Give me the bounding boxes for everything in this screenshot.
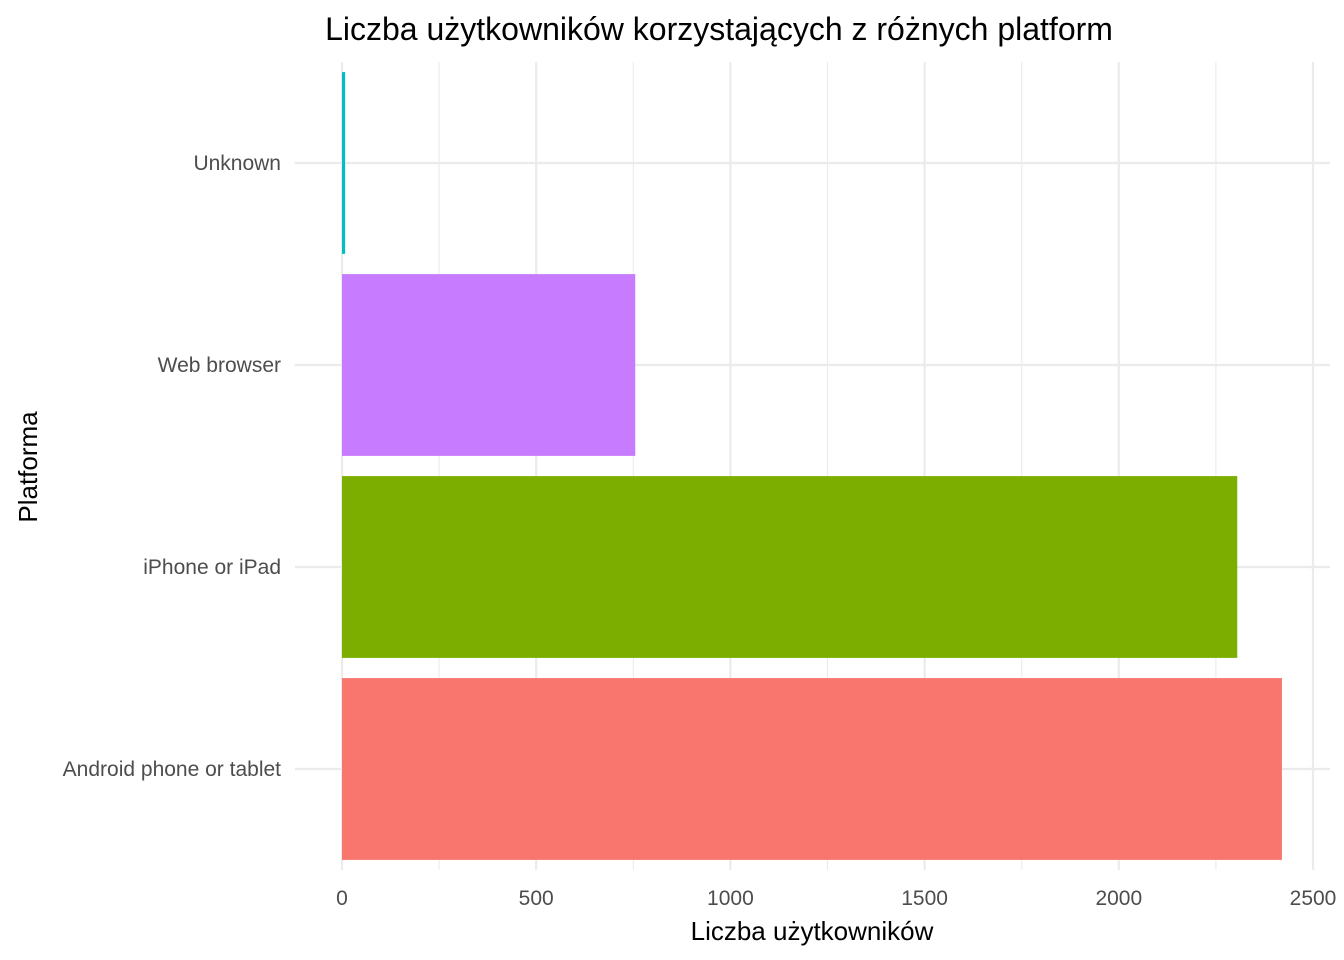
y-tick-label: Android phone or tablet [63, 758, 281, 781]
x-tick-labels: 0 500 1000 1500 2000 2500 [336, 887, 1336, 910]
x-tick-label: 0 [336, 887, 348, 910]
bars [342, 72, 1282, 860]
y-tick-label: Web browser [158, 354, 281, 377]
y-axis-title: Platforma [13, 411, 43, 523]
x-tick-label: 1000 [707, 887, 754, 910]
x-tick-label: 500 [519, 887, 554, 910]
y-tick-label: Unknown [193, 152, 281, 175]
bar-unknown [342, 72, 346, 254]
bar-web-browser [342, 274, 636, 456]
x-tick-label: 1500 [901, 887, 948, 910]
y-tick-labels: Android phone or tablet iPhone or iPad Web… [63, 152, 281, 781]
x-tick-label: 2000 [1095, 887, 1142, 910]
bar-android-phone-or-tablet [342, 678, 1282, 860]
chart-title: Liczba użytkowników korzystających z róż… [325, 11, 1113, 47]
y-tick-label: iPhone or iPad [143, 556, 281, 579]
x-axis-title: Liczba użytkowników [691, 916, 934, 946]
bar-iphone-or-ipad [342, 476, 1238, 658]
x-tick-label: 2500 [1290, 887, 1337, 910]
